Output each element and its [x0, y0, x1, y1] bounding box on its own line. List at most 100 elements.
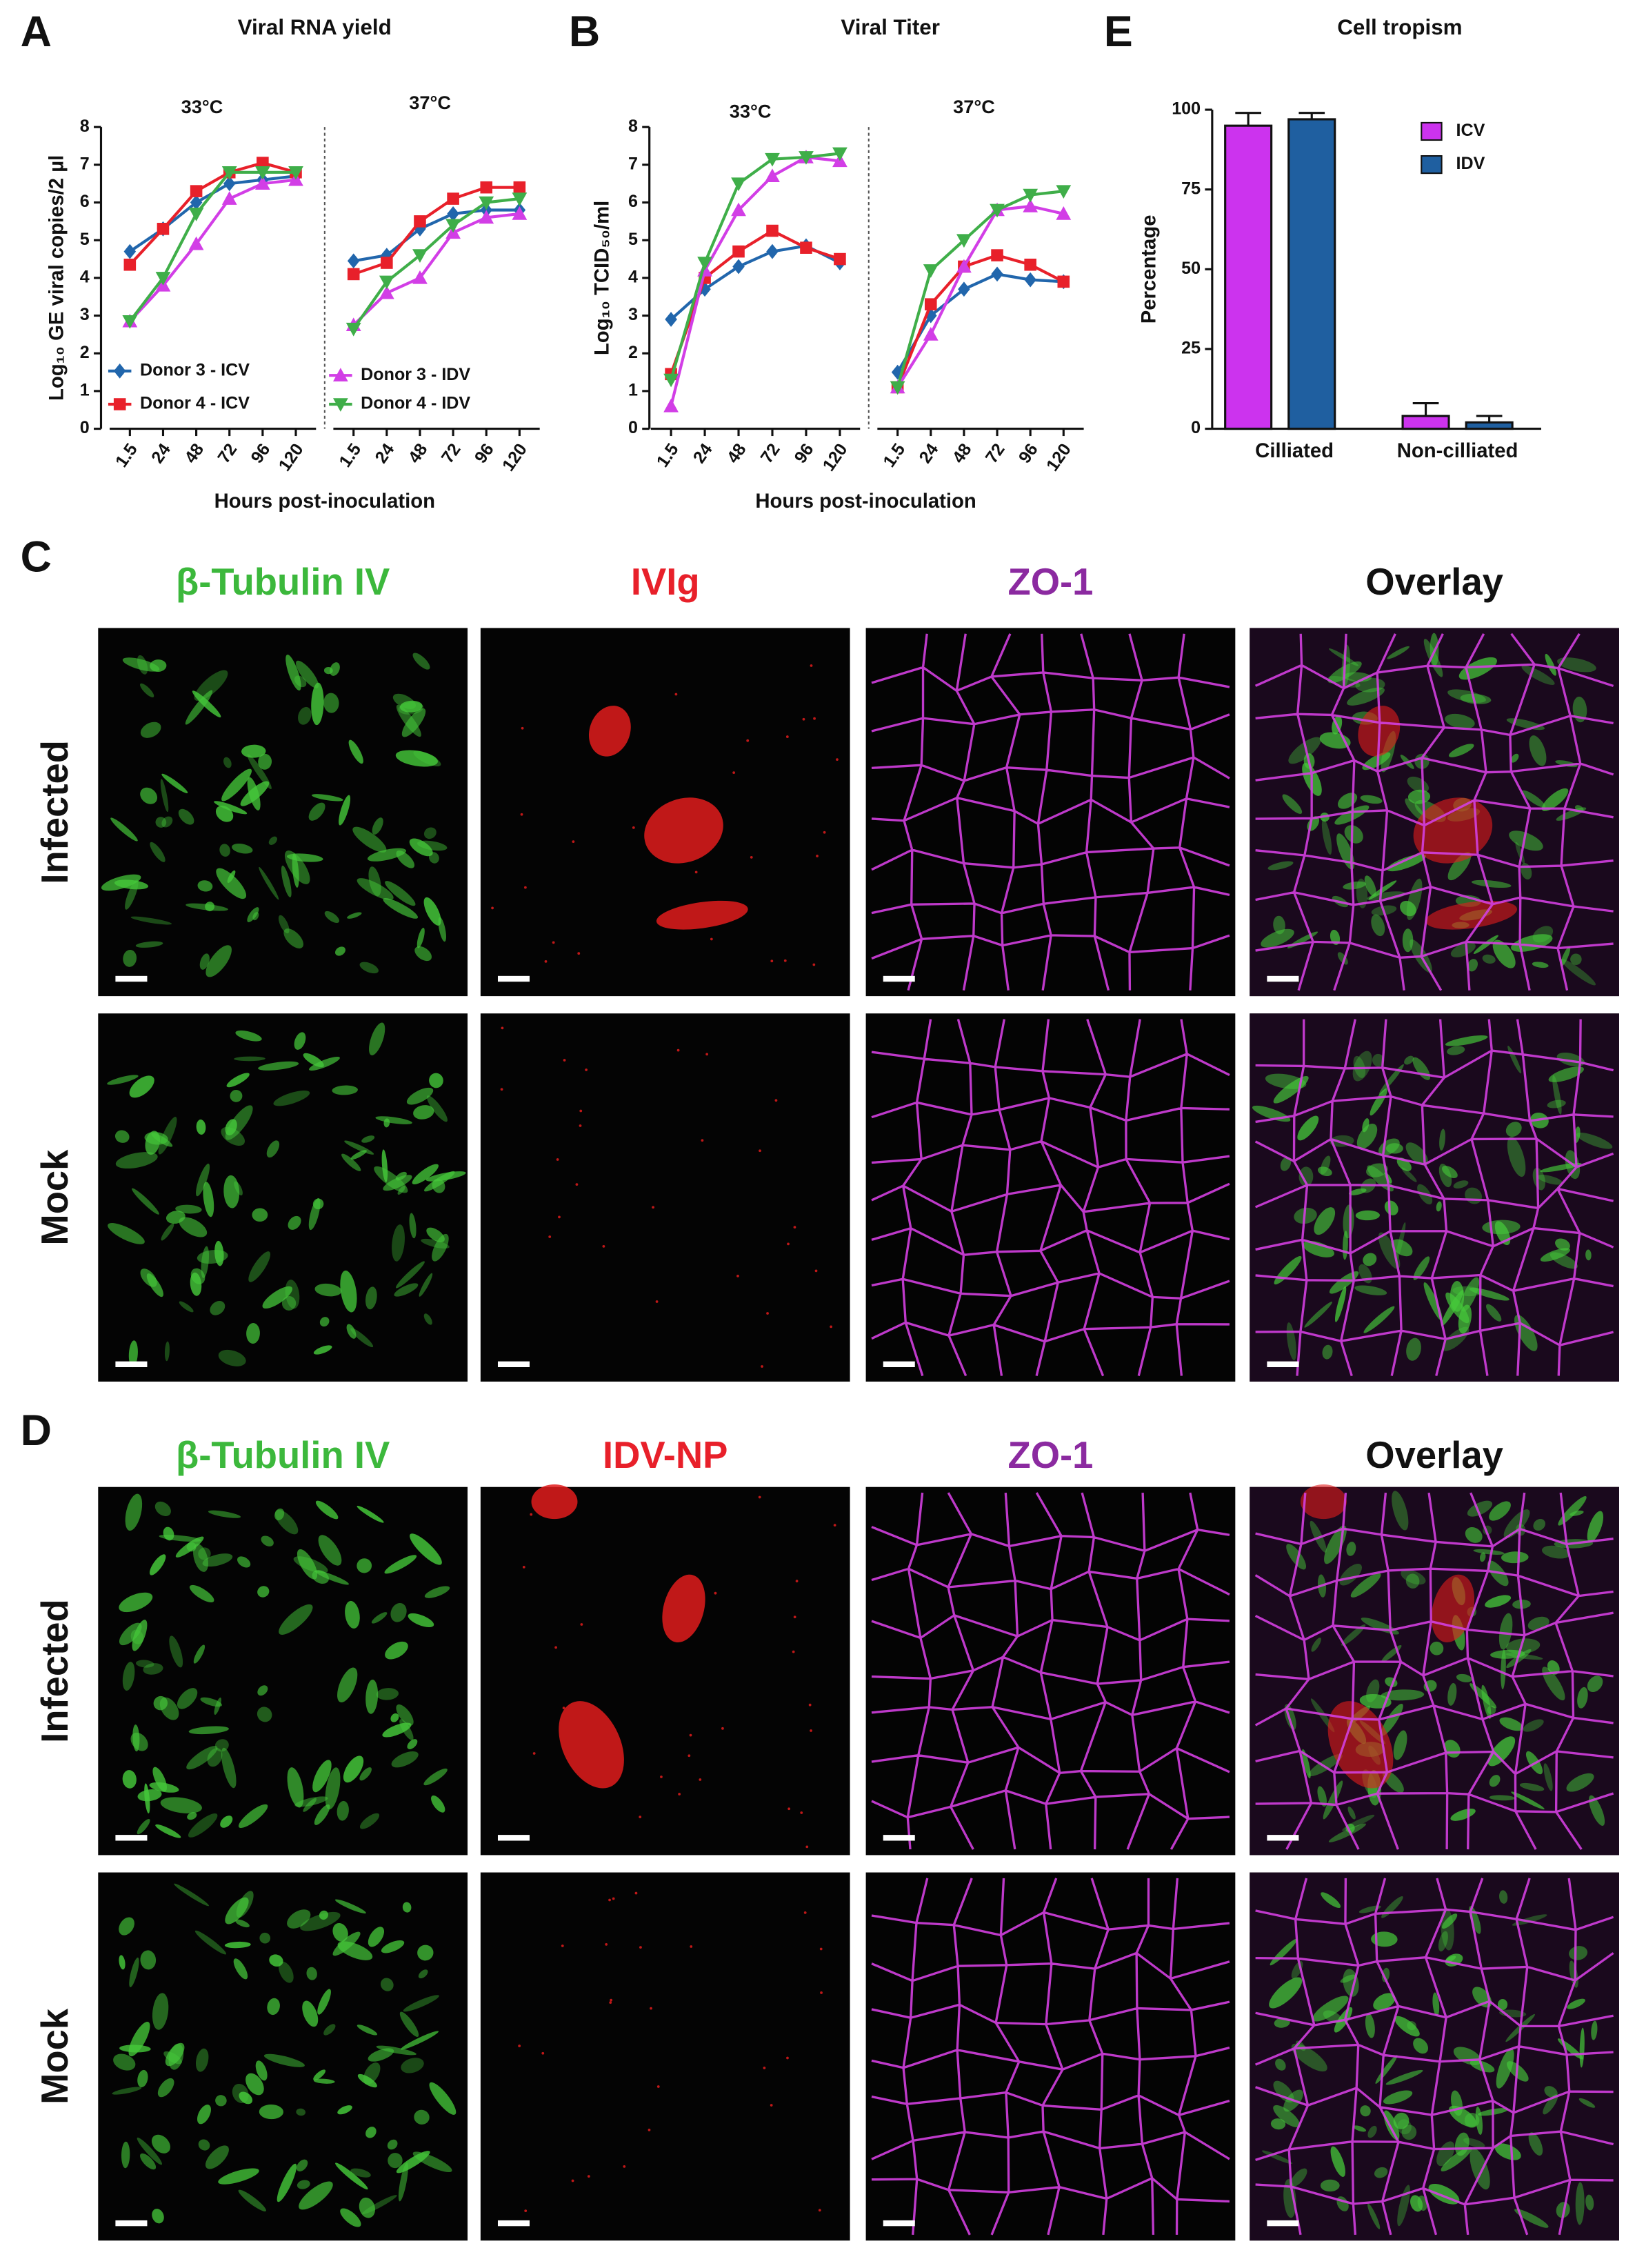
cilia-stain — [369, 1022, 385, 1055]
cilia-stain — [137, 1818, 150, 1835]
cilia-stain — [140, 683, 154, 697]
micrograph — [865, 1013, 1236, 1382]
cilia-stain — [1400, 900, 1416, 917]
cilia-stain — [1465, 1527, 1483, 1543]
cilia-stain — [205, 902, 215, 912]
x-axis-label: Hours post-inoculation — [755, 490, 976, 513]
group-title: 33°C — [730, 100, 772, 121]
speck — [766, 1312, 769, 1315]
column-header: Overlay — [1365, 1434, 1503, 1476]
marker — [890, 381, 905, 395]
speck — [501, 1026, 504, 1030]
cilia-stain — [224, 1941, 251, 1949]
series-line — [670, 155, 841, 407]
cilia-stain — [390, 1713, 399, 1722]
speck — [705, 1053, 709, 1056]
speck — [816, 855, 819, 857]
cilia-stain — [1267, 861, 1294, 871]
cilia-stain — [413, 1105, 434, 1120]
y-tick-label: 6 — [628, 192, 638, 211]
speck — [530, 1513, 533, 1516]
cilia-stain — [266, 1140, 280, 1158]
micrograph — [98, 1486, 468, 1856]
cilia-stain — [1381, 1967, 1390, 1982]
junction-stain — [871, 633, 1230, 991]
cilia-stain — [337, 1667, 358, 1703]
cilia-stain — [140, 1950, 157, 1970]
marker — [891, 364, 904, 380]
cilia-stain — [1405, 798, 1426, 822]
cilia-stain — [1490, 1649, 1525, 1659]
cilia-stain — [285, 654, 301, 691]
cilia-stain — [132, 1620, 148, 1651]
speck — [694, 871, 698, 874]
cilia-stain — [234, 1056, 265, 1062]
cilia-stain — [1578, 2098, 1596, 2108]
cilia-stain — [267, 1998, 280, 2016]
cilia-stain — [296, 2159, 308, 2171]
micrograph — [98, 1872, 468, 2241]
y-tick-label: 8 — [80, 117, 90, 136]
marker — [221, 166, 237, 180]
cilia-stain — [1540, 1248, 1571, 1262]
micrograph-bg — [480, 1872, 850, 2241]
error-bar — [1235, 112, 1261, 126]
marker — [379, 275, 394, 290]
chart-title: Cell tropism — [1337, 15, 1462, 39]
cilia-stain — [1340, 1974, 1356, 1983]
cilia-stain — [1348, 1188, 1367, 1195]
cilia-stain — [1540, 1162, 1582, 1173]
cilia-stain — [1489, 1795, 1515, 1801]
cilia-stain — [1541, 788, 1569, 811]
cilia-stain — [218, 1349, 246, 1366]
cilia-stain — [223, 757, 232, 768]
cilia-stain — [225, 1105, 253, 1140]
cilia-stain — [1533, 1519, 1545, 1531]
cilia-stain — [129, 1957, 139, 1988]
x-tick-label: 120 — [819, 440, 852, 475]
cilia-stain — [421, 1238, 450, 1249]
cilia-stain — [1482, 954, 1496, 964]
micrograph — [98, 1013, 468, 1382]
cilia-stain — [214, 1240, 224, 1266]
cilia-stain — [193, 1644, 205, 1664]
cilia-stain — [207, 1748, 223, 1767]
cilia-stain — [365, 2127, 377, 2138]
speck — [579, 1124, 582, 1127]
cilia-stain — [323, 2024, 336, 2036]
cilia-stain — [1510, 753, 1519, 763]
cilia-stain — [122, 1770, 137, 1789]
legend-label: Donor 4 - IDV — [361, 394, 470, 413]
cilia-stain — [401, 708, 426, 737]
cilia-stain — [385, 881, 416, 906]
x-tick-label: 48 — [405, 440, 432, 467]
cilia-stain — [1450, 1281, 1465, 1312]
cilia-stain — [247, 907, 259, 922]
cilia-stain — [1350, 1573, 1381, 1598]
speck — [552, 941, 555, 944]
cilia-stain — [368, 2048, 394, 2062]
cilia-stain — [1385, 2069, 1423, 2085]
speck — [491, 906, 494, 910]
cilia-stain — [1392, 1491, 1409, 1531]
cilia-stain — [429, 852, 439, 864]
cilia-stain — [314, 1570, 349, 1585]
cilia-stain — [361, 1135, 375, 1143]
cilia-stain — [140, 787, 158, 804]
scale-bar — [1267, 2220, 1299, 2227]
junction-stain — [871, 1492, 1230, 1850]
speck — [688, 1754, 691, 1758]
marker — [513, 181, 526, 194]
cilia-stain — [1532, 926, 1554, 943]
legend-label: ICV — [1456, 121, 1485, 140]
x-tick-label: 1.5 — [879, 440, 909, 471]
y-tick-label: 2 — [628, 343, 638, 362]
cilia-stain — [297, 2180, 310, 2189]
cilia-stain — [1373, 1993, 1396, 2011]
cilia-stain — [137, 655, 148, 675]
marker — [765, 152, 780, 167]
cilia-stain — [1356, 1123, 1378, 1149]
cilia-stain — [1506, 1638, 1541, 1654]
y-tick-label: 6 — [80, 192, 90, 211]
cilia-stain — [274, 1508, 285, 1521]
